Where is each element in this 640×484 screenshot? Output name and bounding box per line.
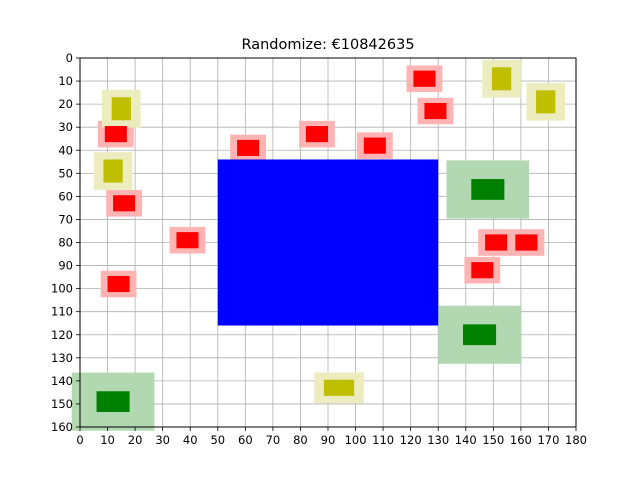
y-tick-label: 80	[58, 236, 73, 250]
y-tick-label: 0	[66, 51, 73, 65]
red-item	[113, 195, 136, 212]
red-item	[363, 137, 386, 154]
x-tick-label: 170	[537, 433, 559, 447]
yellow-item	[103, 159, 123, 183]
x-tick-label: 160	[510, 433, 532, 447]
y-tick-label: 110	[51, 305, 73, 319]
yellow-item	[111, 97, 131, 121]
x-tick-label: 30	[155, 433, 170, 447]
red-item	[485, 234, 508, 251]
block-layer	[217, 159, 439, 326]
y-tick-label: 120	[51, 328, 73, 342]
x-tick-label: 70	[266, 433, 281, 447]
red-item	[237, 139, 260, 157]
red-item	[471, 262, 494, 279]
x-tick-label: 180	[565, 433, 587, 447]
yellow-item	[491, 67, 512, 91]
tick-layer: 0 10 20 30 40 50 60 70 80 90 100 110 120 130 140 150 160…	[51, 51, 587, 447]
blue-block	[217, 159, 439, 326]
y-tick-label: 10	[58, 74, 73, 88]
x-tick-label: 0	[76, 433, 83, 447]
y-tick-label: 30	[58, 120, 73, 134]
x-tick-label: 10	[100, 433, 115, 447]
x-tick-label: 60	[238, 433, 253, 447]
green-item	[96, 391, 130, 413]
chart-title: Randomize: €10842635	[241, 37, 414, 53]
red-item	[107, 275, 130, 293]
y-tick-label: 70	[58, 212, 73, 226]
item-halo-layer	[71, 59, 565, 431]
x-tick-label: 20	[128, 433, 143, 447]
y-tick-label: 40	[58, 143, 73, 157]
y-tick-label: 90	[58, 259, 73, 273]
x-tick-label: 90	[321, 433, 336, 447]
red-item	[413, 70, 436, 87]
y-tick-label: 60	[58, 189, 73, 203]
red-item	[424, 102, 447, 120]
y-tick-label: 100	[51, 282, 73, 296]
x-tick-label: 40	[183, 433, 198, 447]
y-tick-label: 160	[51, 420, 73, 434]
y-tick-label: 50	[58, 166, 73, 180]
red-item	[104, 126, 127, 143]
x-tick-label: 140	[455, 433, 477, 447]
x-tick-label: 120	[400, 433, 422, 447]
yellow-item	[323, 379, 355, 396]
yellow-item	[536, 90, 556, 114]
green-item	[471, 179, 505, 200]
red-item	[515, 234, 538, 251]
y-tick-label: 140	[51, 374, 73, 388]
y-tick-label: 150	[51, 397, 73, 411]
red-item	[176, 232, 199, 249]
x-tick-label: 130	[427, 433, 449, 447]
green-item	[463, 324, 497, 346]
x-tick-label: 50	[210, 433, 225, 447]
x-tick-label: 150	[482, 433, 504, 447]
y-tick-label: 130	[51, 351, 73, 365]
red-item	[305, 126, 328, 143]
x-tick-label: 100	[345, 433, 367, 447]
item-layer	[96, 67, 556, 413]
x-tick-label: 80	[293, 433, 308, 447]
x-tick-label: 110	[372, 433, 394, 447]
y-tick-label: 20	[58, 97, 73, 111]
